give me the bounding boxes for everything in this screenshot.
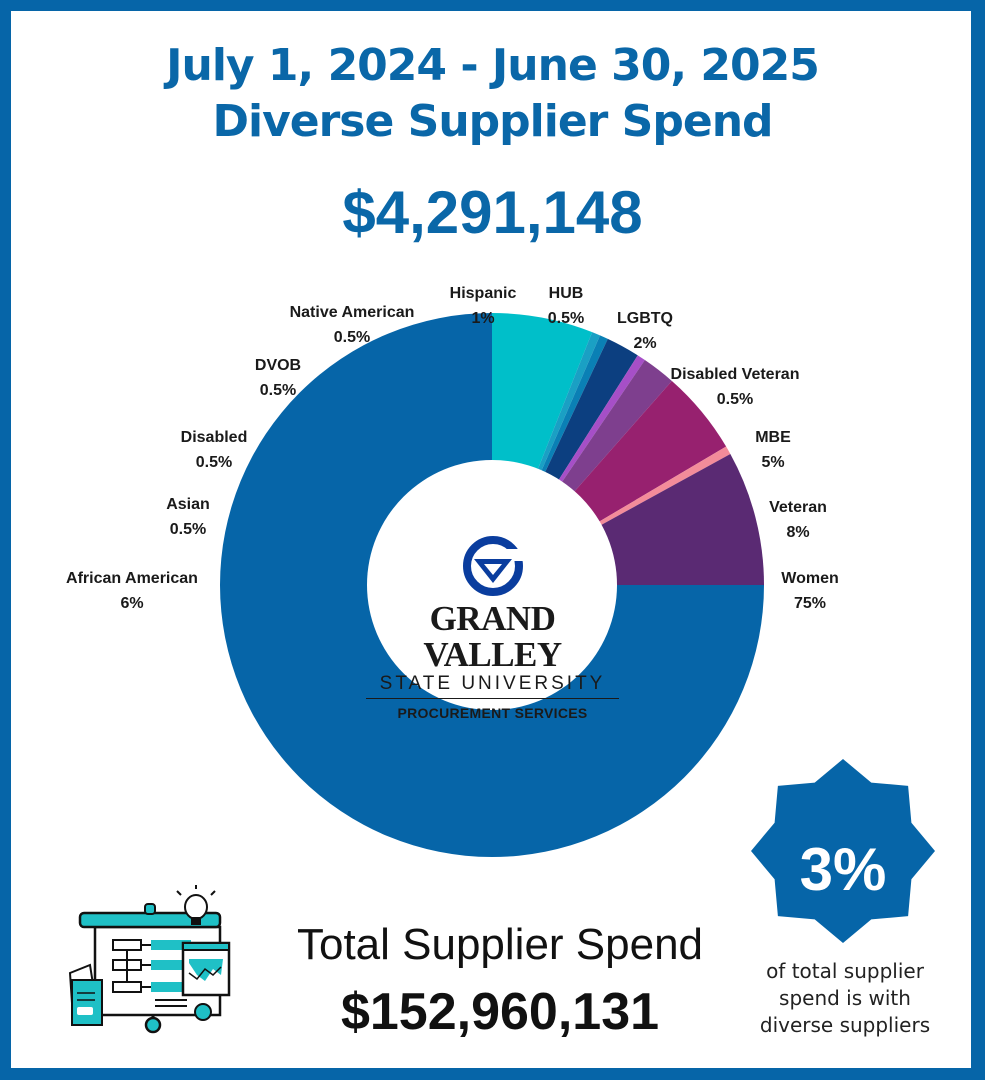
label-women: Women 75% (781, 566, 838, 616)
label-native-american: Native American 0.5% (290, 300, 415, 350)
logo-name-line2: STATE UNIVERSITY (366, 673, 619, 699)
label-pct: 1% (471, 310, 495, 327)
label-name: Disabled Veteran (670, 366, 800, 383)
label-veteran: Veteran 8% (769, 495, 827, 545)
caption-line-1: of total supplier (766, 959, 924, 983)
total-supplier-spend-label: Total Supplier Spend (296, 920, 704, 969)
logo-name-line1: GRAND VALLEY (423, 599, 562, 674)
label-name: Asian (166, 496, 210, 513)
title-date-range: July 1, 2024 - June 30, 2025 (166, 40, 820, 91)
label-name: Women (781, 570, 839, 587)
percent-badge-value: 3% (799, 836, 887, 903)
caption-line-3: diverse suppliers (759, 1013, 931, 1037)
title-diverse-supplier-spend: Diverse Supplier Spend (212, 96, 773, 147)
label-name: Disabled (180, 429, 248, 446)
percent-badge-caption: of total supplier spend is with diverse … (740, 958, 950, 1039)
label-disabled: Disabled 0.5% (181, 425, 248, 475)
label-pct: 0.5% (716, 391, 754, 408)
label-asian: Asian 0.5% (166, 492, 210, 542)
label-pct: 8% (786, 524, 810, 541)
label-african-american: African American 6% (66, 566, 198, 616)
caption-line-2: spend is with (779, 986, 911, 1010)
label-name: Native American (289, 304, 415, 321)
label-name: African American (66, 570, 198, 587)
label-name: MBE (755, 429, 791, 446)
label-dvob: DVOB 0.5% (255, 353, 301, 403)
label-disabled-veteran: Disabled Veteran 0.5% (671, 362, 800, 412)
label-pct: 5% (761, 454, 785, 471)
label-name: Veteran (769, 499, 827, 516)
label-pct: 6% (120, 595, 144, 612)
donut-hole (367, 460, 617, 710)
logo-department: PROCUREMENT SERVICES (397, 705, 588, 721)
label-pct: 75% (793, 595, 827, 612)
label-mbe: MBE 5% (755, 425, 791, 475)
total-supplier-spend-amount: $152,960,131 (340, 983, 660, 1041)
gvsu-g-icon (462, 536, 523, 596)
label-pct: 0.5% (195, 454, 233, 471)
label-hispanic: Hispanic 1% (450, 281, 517, 331)
presentation-board-illustration (68, 885, 231, 1034)
label-name: Hispanic (449, 285, 517, 302)
label-pct: 0.5% (259, 382, 297, 399)
gvsu-logo: GRAND VALLEY STATE UNIVERSITY PROCUREMEN… (360, 535, 625, 721)
label-name: DVOB (254, 357, 302, 374)
label-pct: 0.5% (169, 521, 207, 538)
label-pct: 2% (633, 335, 657, 352)
label-name: LGBTQ (617, 310, 673, 327)
percent-badge-star-icon (751, 759, 935, 943)
label-name: HUB (548, 285, 584, 302)
label-pct: 0.5% (333, 329, 371, 346)
label-lgbtq: LGBTQ 2% (617, 306, 673, 356)
label-pct: 0.5% (547, 310, 585, 327)
label-hub: HUB 0.5% (548, 281, 584, 331)
diverse-spend-amount: $4,291,148 (342, 179, 643, 246)
